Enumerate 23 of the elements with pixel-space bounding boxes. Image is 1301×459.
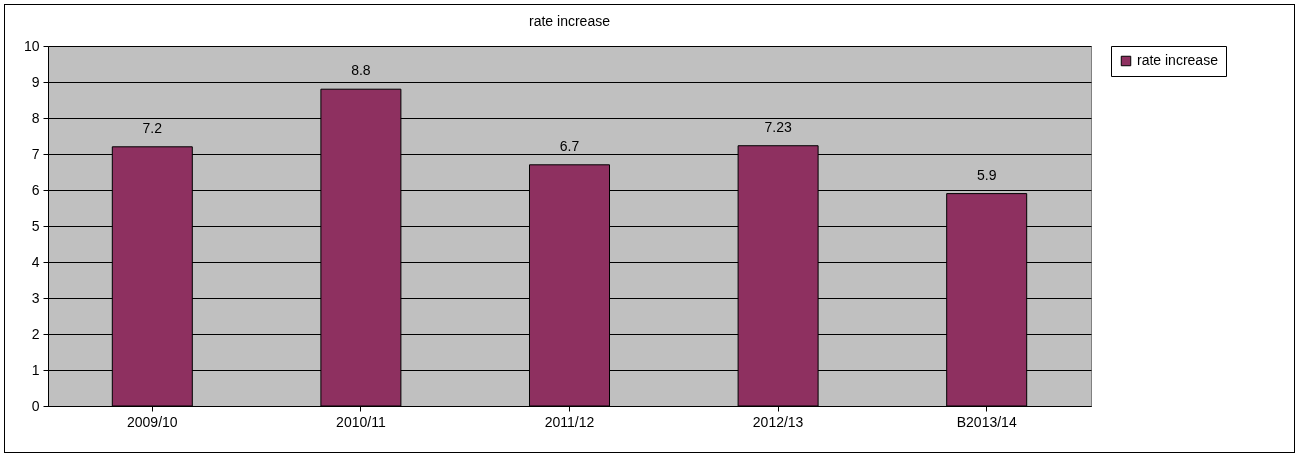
x-tick-label: B2013/14 <box>956 413 1017 430</box>
y-tick-label: 9 <box>31 73 40 90</box>
legend-label: rate increase <box>1137 52 1219 68</box>
y-tick-label: 10 <box>23 37 40 54</box>
data-label: 7.2 <box>142 119 163 136</box>
chart-title: rate increase <box>529 13 611 29</box>
x-tick-label: 2010/11 <box>336 413 386 430</box>
y-tick-label: 1 <box>31 361 40 378</box>
y-tick-label: 0 <box>31 397 40 414</box>
y-tick-label: 4 <box>31 253 40 270</box>
y-tick-label: 6 <box>31 181 40 198</box>
y-tick-label: 3 <box>31 289 40 306</box>
x-tick-label: 2011/12 <box>544 413 595 430</box>
x-tick-label: 2012/13 <box>752 413 804 430</box>
x-tick-label: 2009/10 <box>127 413 178 430</box>
y-tick-label: 5 <box>31 217 40 234</box>
y-tick-label: 2 <box>31 325 40 342</box>
y-tick-label: 8 <box>31 109 40 126</box>
data-label: 5.9 <box>976 166 997 183</box>
data-label: 7.23 <box>764 118 792 135</box>
y-tick-label: 7 <box>31 145 40 162</box>
data-label: 6.7 <box>559 137 580 154</box>
data-label: 8.8 <box>351 62 371 79</box>
